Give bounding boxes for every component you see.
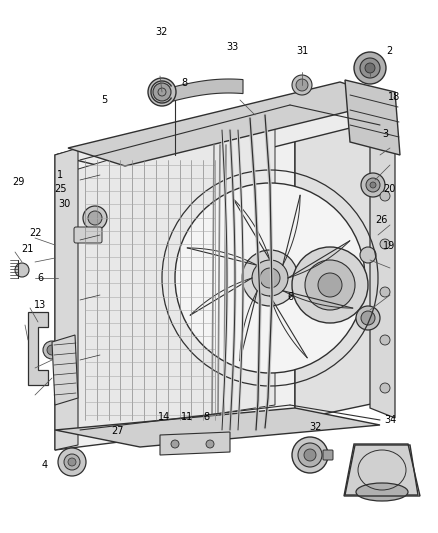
Text: 32: 32 bbox=[155, 27, 167, 37]
Circle shape bbox=[370, 182, 376, 188]
Text: 18: 18 bbox=[388, 92, 400, 102]
Polygon shape bbox=[68, 82, 395, 166]
Polygon shape bbox=[28, 312, 48, 385]
Circle shape bbox=[361, 311, 375, 325]
Circle shape bbox=[380, 239, 390, 249]
Text: 30: 30 bbox=[59, 199, 71, 208]
Circle shape bbox=[260, 268, 280, 288]
Text: 4: 4 bbox=[42, 460, 48, 470]
Circle shape bbox=[296, 79, 308, 91]
Circle shape bbox=[64, 454, 80, 470]
Circle shape bbox=[292, 75, 312, 95]
Text: 22: 22 bbox=[30, 229, 42, 238]
Circle shape bbox=[83, 206, 107, 230]
FancyBboxPatch shape bbox=[74, 227, 102, 243]
Polygon shape bbox=[55, 148, 78, 450]
Text: 5: 5 bbox=[101, 95, 107, 105]
Polygon shape bbox=[55, 95, 295, 450]
Polygon shape bbox=[345, 80, 400, 155]
Text: 8: 8 bbox=[181, 78, 187, 87]
Circle shape bbox=[380, 335, 390, 345]
Text: 27: 27 bbox=[111, 426, 124, 435]
Circle shape bbox=[43, 341, 61, 359]
Circle shape bbox=[242, 250, 298, 306]
Circle shape bbox=[380, 287, 390, 297]
Circle shape bbox=[366, 178, 380, 192]
Text: 33: 33 bbox=[226, 42, 238, 52]
Circle shape bbox=[15, 263, 29, 277]
Circle shape bbox=[354, 52, 386, 84]
Circle shape bbox=[252, 260, 288, 296]
Text: 19: 19 bbox=[383, 241, 395, 251]
Text: 26: 26 bbox=[375, 215, 387, 224]
Text: 1: 1 bbox=[57, 170, 64, 180]
Circle shape bbox=[47, 345, 57, 355]
Ellipse shape bbox=[356, 483, 408, 501]
Text: 14: 14 bbox=[158, 412, 170, 422]
Circle shape bbox=[365, 63, 375, 73]
Text: 20: 20 bbox=[383, 184, 395, 194]
Text: 11: 11 bbox=[181, 412, 194, 422]
Polygon shape bbox=[55, 95, 390, 178]
Text: 2: 2 bbox=[387, 46, 393, 56]
Circle shape bbox=[292, 437, 328, 473]
Circle shape bbox=[88, 211, 102, 225]
Polygon shape bbox=[55, 408, 380, 447]
Circle shape bbox=[171, 440, 179, 448]
Circle shape bbox=[206, 440, 214, 448]
Polygon shape bbox=[158, 79, 243, 105]
Text: 32: 32 bbox=[309, 423, 321, 432]
Text: 34: 34 bbox=[385, 415, 397, 425]
Circle shape bbox=[58, 448, 86, 476]
Text: 6: 6 bbox=[287, 293, 293, 302]
Circle shape bbox=[380, 383, 390, 393]
Polygon shape bbox=[75, 110, 275, 435]
Circle shape bbox=[360, 58, 380, 78]
Polygon shape bbox=[295, 95, 390, 420]
Text: 3: 3 bbox=[382, 130, 389, 139]
Circle shape bbox=[356, 306, 380, 330]
Text: 25: 25 bbox=[54, 184, 67, 194]
Polygon shape bbox=[345, 445, 418, 495]
Text: 31: 31 bbox=[296, 46, 308, 56]
Text: 13: 13 bbox=[34, 300, 46, 310]
Circle shape bbox=[175, 183, 365, 373]
Polygon shape bbox=[370, 100, 395, 418]
Circle shape bbox=[380, 191, 390, 201]
Circle shape bbox=[153, 83, 171, 101]
Circle shape bbox=[298, 443, 322, 467]
Circle shape bbox=[68, 458, 76, 466]
Circle shape bbox=[305, 260, 355, 310]
Text: 8: 8 bbox=[204, 412, 210, 422]
Circle shape bbox=[304, 449, 316, 461]
Circle shape bbox=[361, 173, 385, 197]
Text: 29: 29 bbox=[12, 177, 25, 187]
Circle shape bbox=[318, 273, 342, 297]
Circle shape bbox=[148, 78, 176, 106]
Circle shape bbox=[360, 247, 376, 263]
Polygon shape bbox=[160, 432, 230, 455]
Text: 21: 21 bbox=[21, 245, 33, 254]
FancyBboxPatch shape bbox=[323, 450, 333, 460]
Text: 6: 6 bbox=[37, 273, 43, 283]
Polygon shape bbox=[52, 335, 78, 405]
Circle shape bbox=[292, 247, 368, 323]
